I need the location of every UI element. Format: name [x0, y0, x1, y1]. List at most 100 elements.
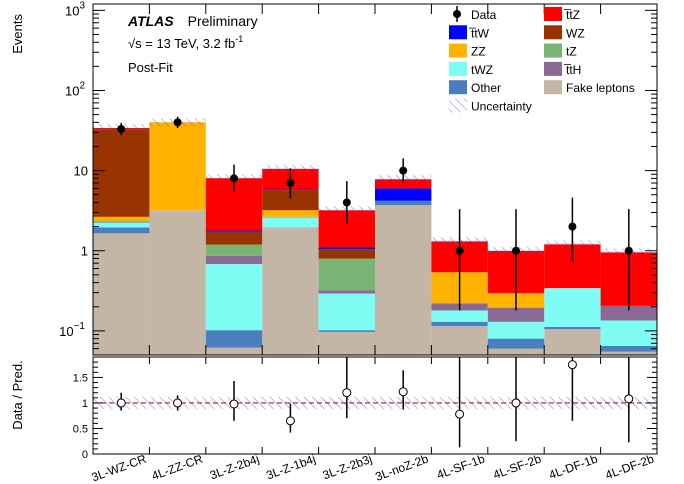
ratio-point-3 [229, 399, 239, 409]
bar-wz-5 [318, 249, 375, 259]
bar-twz-7 [431, 310, 488, 322]
legend-swatch [544, 61, 562, 76]
atlas-bold: ATLAS [127, 13, 174, 29]
data-point-4 [286, 179, 295, 188]
energy-text: √s = 13 TeV, 3.2 fb [128, 36, 235, 51]
ratio-point-7 [455, 409, 465, 419]
data-point-7 [455, 246, 464, 255]
y-tick-label-5: 103 [65, 0, 85, 18]
x-label-5: 3L-Z-2b3j [321, 452, 374, 483]
bar-ttw-5 [318, 247, 375, 250]
legend-label: Data [471, 8, 497, 22]
y-tick-label-3: 10 [74, 164, 88, 179]
bar-other-10 [600, 345, 657, 352]
bar-fake-leptons-9 [544, 329, 601, 355]
bar-other-8 [487, 338, 545, 349]
bar-twz-8 [487, 321, 545, 339]
legend-swatch [544, 80, 562, 95]
x-label-2: 4L-ZZ-CR [150, 452, 205, 484]
data-points [117, 116, 633, 311]
legend-label: t̅tW [469, 26, 490, 40]
bar-fake-leptons-6 [375, 205, 432, 355]
x-axis-labels: 3L-WZ-CR 4L-ZZ-CR 3L-Z-2b4j 3L-Z-1b4j 3L-Z-2… [90, 452, 657, 484]
bar-tz-1 [93, 221, 150, 222]
legend-item-twz: tWZ [449, 61, 493, 77]
y-tick-label-4: 102 [65, 80, 85, 98]
bar-other-3 [205, 330, 263, 348]
legend-swatch [449, 61, 467, 76]
legend-label: ZZ [471, 45, 486, 59]
bar-other-1 [93, 227, 150, 234]
legend-label: tZ [566, 45, 577, 59]
bar-ttw-3 [205, 230, 263, 232]
atlas-preliminary: Preliminary [188, 13, 258, 29]
ratio-tick-label-3: 1 [82, 398, 88, 410]
x-label-1: 3L-WZ-CR [90, 452, 149, 484]
data-point-8 [512, 246, 520, 255]
bar-wz-4 [262, 190, 319, 211]
legend-item-ttz: t̅tZ [544, 7, 580, 22]
bar-fake-leptons-4 [262, 227, 319, 355]
bar-zz-2 [149, 122, 206, 211]
legend-item-data: Data [453, 6, 497, 22]
legend-item-other: Other [449, 80, 501, 95]
bar-fake-leptons-8 [487, 348, 545, 355]
bar-tth-1 [93, 221, 150, 223]
x-label-9: 4L-DF-1b [547, 452, 600, 483]
legend-label: WZ [566, 26, 585, 40]
fit-label: Post-Fit [128, 60, 173, 75]
y-tick-label-1: 10−1 [59, 321, 85, 339]
legend-item-ttw: t̅tW [449, 25, 490, 40]
bar-other-9 [544, 326, 601, 330]
bar-tth-5 [318, 290, 375, 294]
bar-tth-3 [205, 255, 263, 265]
legend-swatch [544, 43, 562, 58]
bar-other-7 [431, 321, 488, 327]
bar-other-6 [375, 200, 432, 206]
energy-exponent: -1 [235, 34, 243, 44]
data-point-10 [624, 246, 633, 255]
legend-item-zz: ZZ [449, 43, 486, 59]
bar-zz-4 [262, 210, 319, 217]
ratio-point-8 [511, 398, 521, 408]
y-axis-ticks: 10−1 1 10 102 103 [59, 0, 657, 356]
legend-swatch-hatch [449, 98, 467, 113]
y-axis-label: Events [10, 14, 25, 54]
ratio-point-6 [398, 387, 408, 397]
ratio-point-4 [285, 416, 295, 426]
ratio-point-10 [624, 394, 634, 404]
legend-label: Uncertainty [471, 100, 532, 114]
bar-fake-leptons-2 [149, 210, 206, 355]
ratio-tick-label-2: 0.5 [73, 423, 88, 435]
bar-twz-1 [93, 222, 150, 228]
bar-tz-4 [262, 216, 319, 218]
bar-twz-9 [544, 288, 601, 327]
ratio-tick-label-1: 0 [82, 449, 88, 461]
bar-fake-leptons-7 [431, 326, 488, 355]
ratio-plot-area: 0 0.5 1 1.5 3L-WZ-CR 4L-ZZ-CR 3L-Z-2b4j 3L-Z-1… [73, 356, 658, 484]
ratio-axis-ticks: 0 0.5 1 1.5 [73, 356, 657, 461]
bar-twz-3 [205, 264, 263, 331]
data-point-9 [568, 222, 577, 231]
legend: Data t̅tZ t̅tW WZ ZZ tZ tWZ t̅tH Other Fake lepto… [449, 6, 635, 114]
bar-fake-leptons-10 [600, 351, 657, 355]
legend-item-fake: Fake leptons [544, 80, 635, 95]
bar-zz-1 [93, 216, 150, 222]
data-point-5 [342, 198, 351, 207]
bar-twz-10 [600, 320, 657, 346]
legend-item-tth: t̅tH [544, 61, 581, 77]
legend-label: t̅tZ [564, 8, 580, 22]
legend-marker-dot [453, 10, 461, 18]
ratio-y-axis-label: Data / Pred. [10, 360, 25, 429]
legend-label: Other [471, 81, 501, 95]
x-label-3: 3L-Z-2b4j [208, 452, 261, 483]
bar-fake-leptons-5 [318, 331, 375, 355]
data-point-1 [117, 125, 126, 134]
bar-wz-1 [93, 129, 150, 217]
legend-swatch [449, 80, 467, 95]
bar-fake-leptons-3 [205, 347, 263, 355]
legend-swatch [449, 25, 467, 40]
bar-tth-8 [487, 307, 545, 322]
bar-fake-leptons-1 [93, 233, 150, 355]
